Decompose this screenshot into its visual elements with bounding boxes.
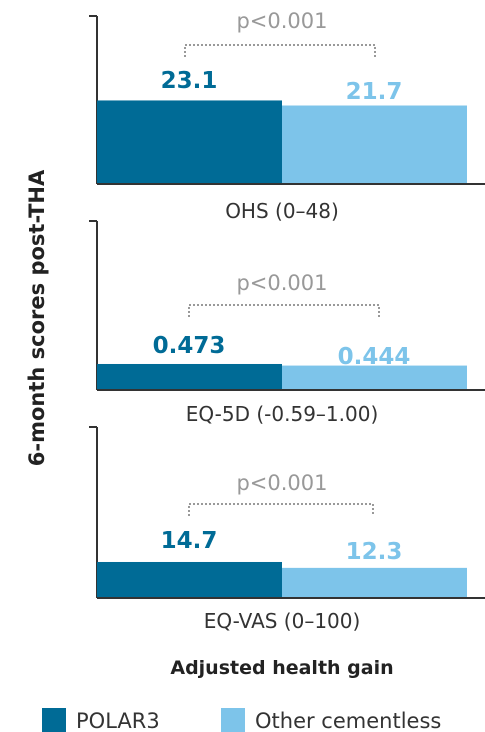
category-label: EQ-VAS (0–100) <box>204 609 361 633</box>
legend-label-polar3: POLAR3 <box>76 709 160 732</box>
significance-bracket <box>188 304 380 317</box>
data-label-polar3: 0.473 <box>153 333 226 359</box>
bar-other-cementless <box>282 567 467 598</box>
p-value-label: p<0.001 <box>236 471 327 495</box>
data-label-other-cementless: 21.7 <box>346 79 403 105</box>
x-axis-title: Adjusted health gain <box>170 657 393 679</box>
category-label: EQ-5D (-0.59–1.00) <box>186 402 379 426</box>
legend: POLAR3 Other cementless <box>42 708 441 732</box>
panels: 23.1 21.7 p<0.001 OHS (0–48) 0.473 0.444 p<0.0… <box>89 9 485 633</box>
significance-bracket <box>184 44 376 57</box>
bar-other-cementless <box>282 365 467 390</box>
significance-bracket <box>188 503 374 516</box>
bar-polar3 <box>97 363 282 390</box>
bar-polar3 <box>97 100 282 184</box>
legend-label-other-cementless: Other cementless <box>255 709 441 732</box>
data-label-other-cementless: 0.444 <box>338 344 411 370</box>
panel-3: 14.7 12.3 p<0.001 EQ-VAS (0–100) <box>89 426 485 633</box>
bar-polar3 <box>97 561 282 598</box>
y-axis-title: 6-month scores post-THA <box>25 169 49 466</box>
panel-2: 0.473 0.444 p<0.001 EQ-5D (-0.59–1.00) <box>89 220 485 426</box>
data-label-other-cementless: 12.3 <box>346 539 403 565</box>
data-label-polar3: 23.1 <box>161 68 218 94</box>
category-label: OHS (0–48) <box>225 199 339 223</box>
bar-other-cementless <box>282 105 467 184</box>
data-label-polar3: 14.7 <box>161 528 218 554</box>
p-value-label: p<0.001 <box>236 9 327 33</box>
panel-1: 23.1 21.7 p<0.001 OHS (0–48) <box>89 9 485 223</box>
p-value-label: p<0.001 <box>236 271 327 295</box>
legend-swatch-polar3 <box>42 708 66 732</box>
legend-swatch-other-cementless <box>221 708 245 732</box>
